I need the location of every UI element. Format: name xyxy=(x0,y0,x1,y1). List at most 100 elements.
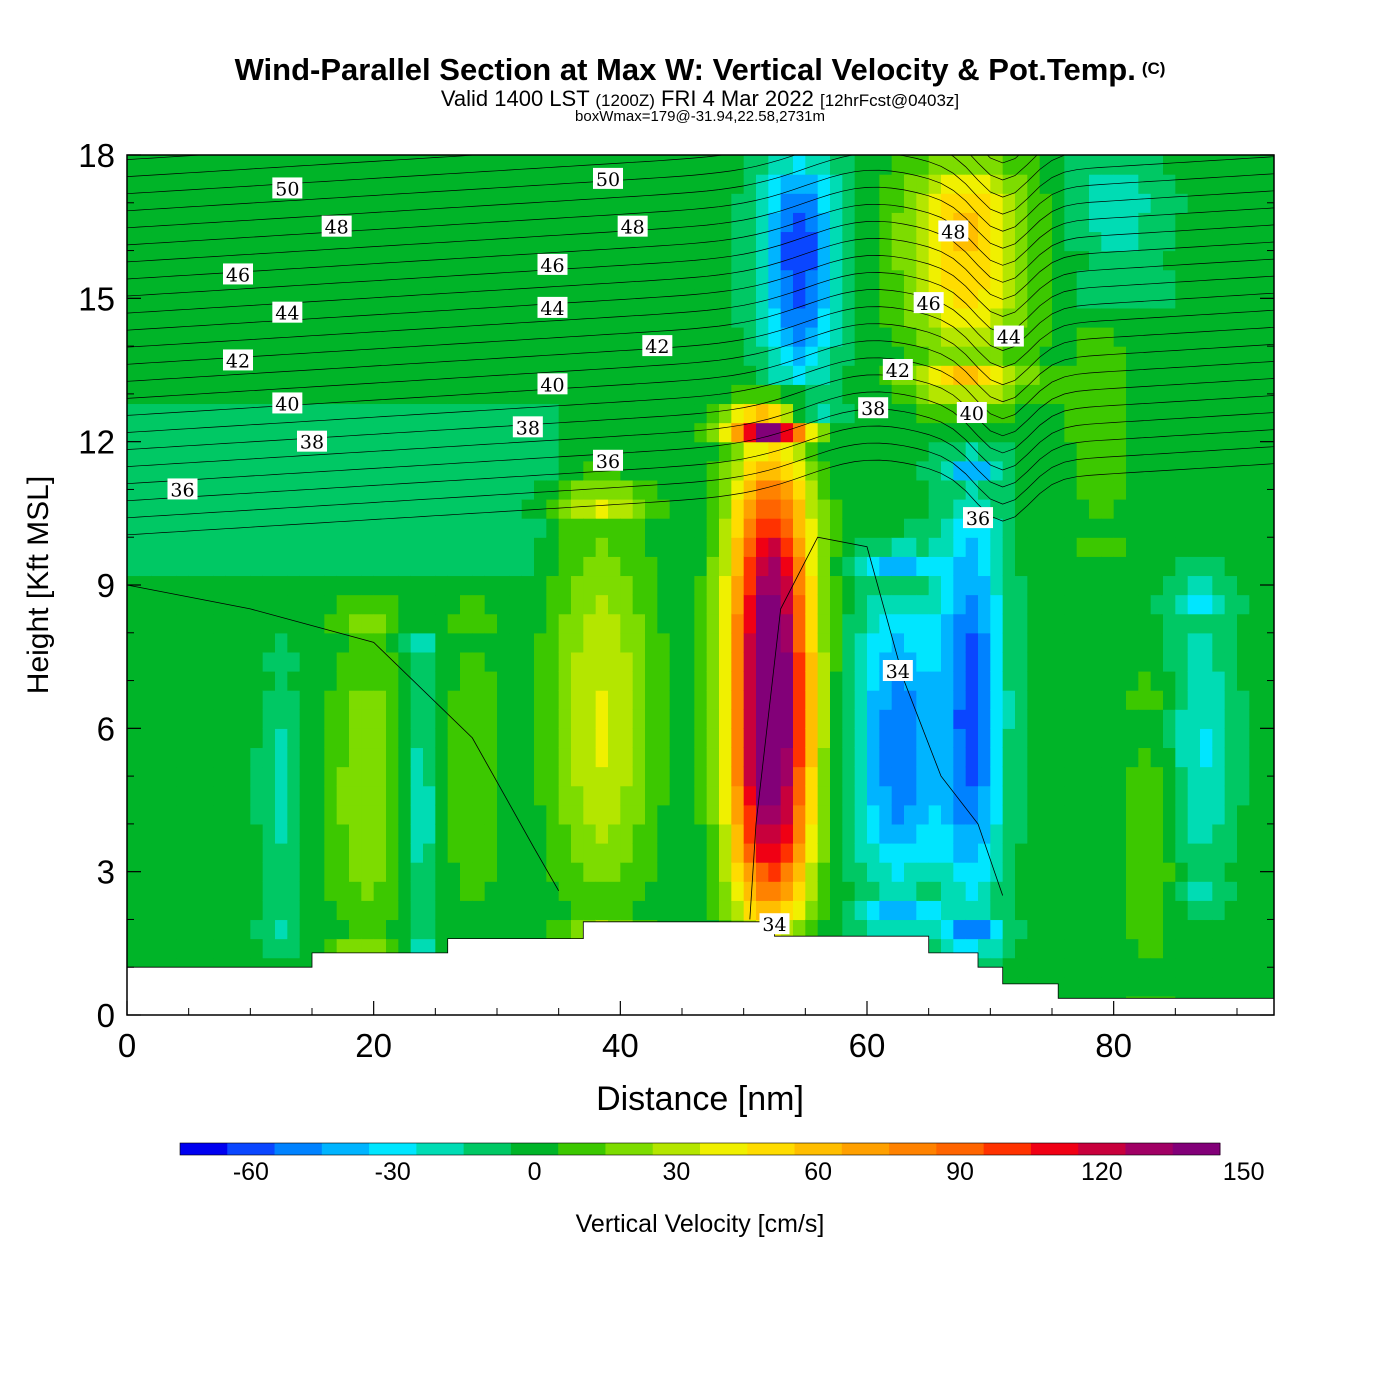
velocity-cell xyxy=(904,728,917,749)
velocity-cell xyxy=(978,269,991,290)
velocity-cell xyxy=(941,327,954,347)
velocity-cell xyxy=(139,479,153,500)
velocity-cell xyxy=(953,919,967,940)
velocity-cell xyxy=(719,384,732,405)
isentrope-label: 46 xyxy=(223,263,253,286)
velocity-cell xyxy=(830,881,843,901)
velocity-cell xyxy=(1249,747,1263,768)
velocity-cell xyxy=(484,231,498,252)
velocity-cell xyxy=(595,823,609,844)
velocity-cell xyxy=(1113,307,1127,328)
velocity-cell xyxy=(780,881,794,901)
velocity-cell xyxy=(706,250,720,271)
velocity-cell xyxy=(1187,804,1201,825)
velocity-cell xyxy=(558,422,572,443)
velocity-cell xyxy=(657,518,671,538)
velocity-cell xyxy=(719,346,732,366)
velocity-cell xyxy=(1187,747,1201,768)
velocity-cell xyxy=(731,823,745,844)
velocity-cell xyxy=(250,327,264,347)
velocity-cell xyxy=(275,747,288,768)
velocity-cell xyxy=(164,862,177,882)
velocity-cell xyxy=(262,479,276,500)
velocity-cell xyxy=(1150,785,1164,806)
velocity-cell xyxy=(780,843,794,863)
velocity-cell xyxy=(534,575,547,596)
velocity-cell xyxy=(386,900,399,921)
velocity-cell xyxy=(361,327,375,347)
velocity-cell xyxy=(250,288,264,309)
velocity-cell xyxy=(1064,613,1078,634)
velocity-cell xyxy=(324,460,338,481)
velocity-cell xyxy=(743,556,757,577)
velocity-cell xyxy=(250,231,264,252)
velocity-cell xyxy=(817,193,831,213)
velocity-cell xyxy=(1039,709,1053,729)
velocity-cell xyxy=(990,804,1004,825)
velocity-cell xyxy=(830,269,843,290)
velocity-cell xyxy=(620,651,634,672)
velocity-cell xyxy=(250,384,264,405)
velocity-cell xyxy=(891,556,905,577)
velocity-cell xyxy=(1138,460,1152,481)
velocity-cell xyxy=(312,900,325,921)
velocity-cell xyxy=(990,632,1004,653)
velocity-cell xyxy=(460,881,473,901)
velocity-cell xyxy=(842,518,856,538)
velocity-cell xyxy=(201,843,214,863)
box-wmax-info: boxWmax=179@-31.94,22.58,2731m xyxy=(575,108,825,125)
velocity-cell xyxy=(164,346,177,366)
velocity-cell xyxy=(854,479,868,500)
velocity-cell xyxy=(1064,823,1078,844)
velocity-cell xyxy=(941,919,954,940)
velocity-cell xyxy=(1027,346,1041,366)
velocity-cell xyxy=(299,346,313,366)
velocity-cell xyxy=(1212,843,1226,863)
velocity-cell xyxy=(324,919,338,940)
velocity-cell xyxy=(669,594,683,615)
velocity-cell xyxy=(793,709,806,729)
velocity-cell xyxy=(447,499,461,519)
velocity-cell xyxy=(546,613,560,634)
velocity-cell xyxy=(225,728,239,749)
velocity-cell xyxy=(904,499,917,519)
velocity-cell xyxy=(472,499,486,519)
velocity-cell xyxy=(941,594,954,615)
velocity-cell xyxy=(1163,804,1176,825)
velocity-cell xyxy=(1052,690,1065,710)
velocity-cell xyxy=(336,422,350,443)
velocity-cell xyxy=(620,269,634,290)
velocity-cell xyxy=(275,651,288,672)
velocity-cell xyxy=(1015,384,1028,405)
velocity-cell xyxy=(830,441,843,462)
velocity-cell xyxy=(1101,900,1115,921)
velocity-cell xyxy=(854,613,868,634)
velocity-cell xyxy=(965,422,979,443)
velocity-cell xyxy=(768,403,782,424)
velocity-cell xyxy=(756,441,769,462)
velocity-cell xyxy=(990,422,1004,443)
velocity-cell xyxy=(842,671,856,691)
velocity-cell xyxy=(1212,575,1226,596)
velocity-cell xyxy=(238,422,251,443)
velocity-cell xyxy=(743,785,757,806)
velocity-cell xyxy=(719,479,732,500)
velocity-cell xyxy=(534,671,547,691)
velocity-cell xyxy=(1002,403,1016,424)
velocity-cell xyxy=(682,613,695,634)
velocity-cell xyxy=(1089,537,1102,557)
velocity-cell xyxy=(361,881,375,901)
velocity-cell xyxy=(349,900,362,921)
velocity-cell xyxy=(546,193,560,213)
velocity-cell xyxy=(620,900,634,921)
velocity-cell xyxy=(571,709,584,729)
isentrope-line xyxy=(127,459,1274,536)
velocity-cell xyxy=(509,690,523,710)
velocity-cell xyxy=(262,900,276,921)
x-tick-label: 0 xyxy=(118,1027,136,1064)
velocity-cell xyxy=(1138,747,1152,768)
velocity-cell xyxy=(953,460,967,481)
velocity-cell xyxy=(1237,728,1250,749)
velocity-cell xyxy=(447,155,461,175)
velocity-cell xyxy=(447,823,461,844)
